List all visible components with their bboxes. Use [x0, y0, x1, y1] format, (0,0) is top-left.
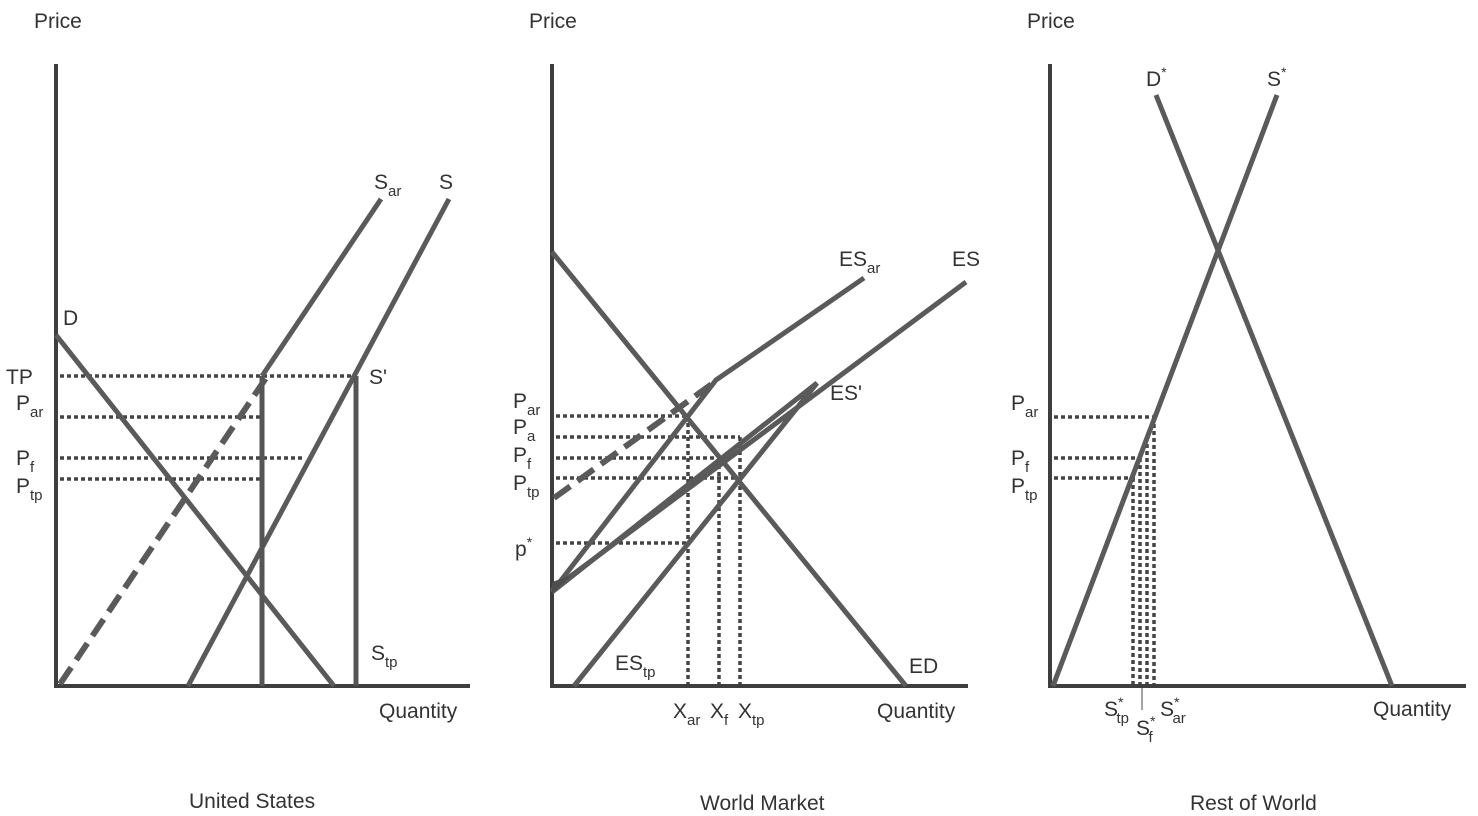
- row-stp-label: S* tp: [1104, 694, 1129, 727]
- row-supply-curve: [1053, 95, 1277, 686]
- world-es-ar-label: ESar: [839, 248, 880, 277]
- us-supply-ar-label: Sar: [374, 171, 401, 200]
- row-quantity-axis-label: Quantity: [1373, 698, 1452, 721]
- world-ptp-label: Ptp: [513, 472, 540, 501]
- world-excess-supply-ar-curve: [552, 278, 864, 592]
- us-pf-label: Pf: [16, 447, 35, 476]
- world-es-tp-label: EStp: [615, 652, 656, 681]
- world-xf-label: Xf: [710, 700, 729, 729]
- row-sf-label: S* f: [1136, 713, 1156, 746]
- row-supply-label: S*: [1267, 64, 1287, 91]
- us-supply-tp-label: Stp: [371, 642, 398, 671]
- us-demand-label: D: [63, 307, 78, 330]
- us-price-axis-label: Price: [34, 10, 82, 33]
- us-supply-label: S: [439, 171, 453, 194]
- us-supply-ar-dashed-extension: [60, 378, 266, 684]
- world-pa-label: Pa: [513, 416, 536, 445]
- row-demand-label: D*: [1146, 64, 1167, 91]
- world-xar-label: Xar: [673, 700, 700, 729]
- world-pf-label: Pf: [513, 444, 532, 473]
- row-pf-label: Pf: [1011, 447, 1030, 476]
- us-caption: United States: [189, 790, 315, 813]
- row-ptp-label: Ptp: [1011, 475, 1038, 504]
- world-es-prime-label: ES': [830, 382, 862, 405]
- world-xtp-label: Xtp: [738, 700, 765, 729]
- world-price-axis-label: Price: [529, 10, 577, 33]
- us-supply-prime-label: S': [369, 366, 387, 389]
- us-quantity-axis-label: Quantity: [379, 700, 458, 723]
- world-excess-supply-tp-curve: [552, 383, 817, 686]
- world-par-label: Par: [513, 390, 540, 419]
- us-supply-curve: [188, 199, 449, 686]
- row-par-label: Par: [1011, 392, 1038, 421]
- row-sar-label: S* ar: [1160, 694, 1186, 727]
- world-quantity-axis-label: Quantity: [877, 700, 956, 723]
- us-supply-ar-curve: [262, 199, 381, 376]
- world-ed-label: ED: [909, 655, 938, 678]
- us-par-label: Par: [16, 392, 43, 421]
- world-es-label: ES: [952, 248, 980, 271]
- panel-united-states: Price D Sar S S' Stp TP Par Pf Ptp Quant…: [6, 10, 470, 813]
- us-tp-label: TP: [6, 366, 33, 389]
- us-ptp-label: Ptp: [16, 475, 43, 504]
- panel-world-market: Price ESar ES ES' EStp ED Par Pa Pf Ptp …: [513, 10, 980, 815]
- world-pstar-label: p*: [515, 534, 533, 561]
- panel-rest-of-world: Price D* S* Par Pf Ptp S* tp S* f S* ar Qua…: [1011, 10, 1466, 815]
- world-excess-demand-curve: [552, 252, 906, 686]
- world-caption: World Market: [700, 792, 825, 815]
- row-demand-curve: [1156, 95, 1392, 686]
- row-caption: Rest of World: [1190, 792, 1317, 815]
- row-price-axis-label: Price: [1027, 10, 1075, 33]
